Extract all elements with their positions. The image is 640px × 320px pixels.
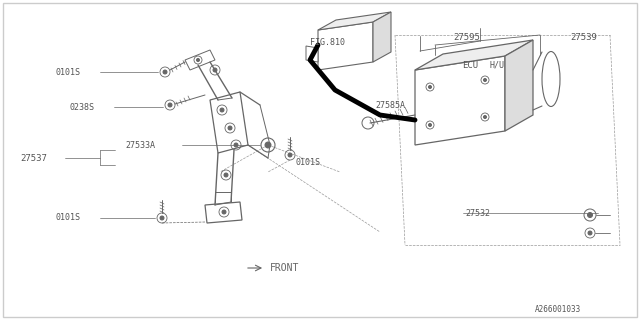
Polygon shape: [373, 12, 391, 62]
Circle shape: [265, 142, 271, 148]
Circle shape: [196, 59, 200, 61]
Text: FRONT: FRONT: [270, 263, 300, 273]
Circle shape: [213, 68, 217, 72]
Circle shape: [224, 173, 228, 177]
Circle shape: [588, 231, 592, 235]
Text: A266001033: A266001033: [535, 306, 581, 315]
Text: 27532: 27532: [465, 209, 490, 218]
Text: 0101S: 0101S: [295, 157, 320, 166]
Text: FIG.810: FIG.810: [310, 37, 345, 46]
Text: 27585A: 27585A: [375, 100, 405, 109]
Text: H/U: H/U: [490, 60, 505, 69]
Circle shape: [288, 153, 292, 157]
Text: 27533A: 27533A: [125, 140, 155, 149]
Text: 0101S: 0101S: [55, 68, 80, 76]
Polygon shape: [306, 46, 318, 62]
Polygon shape: [318, 22, 373, 70]
Polygon shape: [415, 56, 505, 145]
Text: ECU: ECU: [462, 60, 478, 69]
Circle shape: [429, 124, 431, 126]
Circle shape: [588, 212, 593, 218]
Circle shape: [222, 210, 226, 214]
Circle shape: [483, 78, 486, 82]
Text: 27595: 27595: [453, 33, 480, 42]
Circle shape: [168, 103, 172, 107]
Polygon shape: [318, 12, 391, 30]
Text: 27537: 27537: [20, 154, 47, 163]
Polygon shape: [505, 40, 533, 131]
Circle shape: [429, 85, 431, 89]
Text: 27539: 27539: [570, 33, 597, 42]
Circle shape: [228, 126, 232, 130]
Circle shape: [220, 108, 224, 112]
Circle shape: [234, 143, 238, 147]
Circle shape: [160, 216, 164, 220]
Text: 0101S: 0101S: [55, 213, 80, 222]
Polygon shape: [415, 40, 533, 70]
Circle shape: [483, 116, 486, 118]
Text: 0238S: 0238S: [70, 102, 95, 111]
Circle shape: [163, 70, 167, 74]
